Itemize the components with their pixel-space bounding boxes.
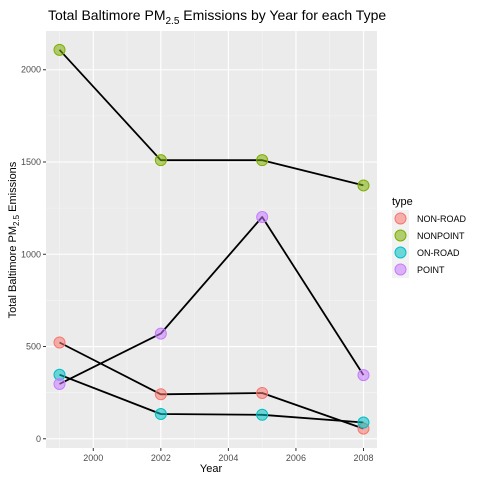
- data-point: [154, 154, 167, 167]
- data-point: [154, 327, 167, 340]
- data-point: [256, 210, 269, 223]
- x-axis: 2000 2002 2004 2006 2008: [83, 448, 374, 463]
- data-point: [53, 43, 66, 56]
- data-point: [256, 154, 269, 167]
- chart-title-rest: Emissions by Year for each Type: [179, 7, 386, 23]
- chart-title: Total Baltimore PM2.5 Emissions by Year …: [48, 7, 386, 27]
- legend-key-point: [394, 229, 407, 242]
- data-point: [357, 369, 370, 382]
- y-axis-title-rest: Emissions: [7, 161, 19, 215]
- minor-gridlines: [46, 31, 377, 448]
- series-line: [59, 341, 364, 430]
- data-point: [53, 377, 66, 390]
- series-lines: [58, 49, 365, 430]
- series-points: [53, 43, 370, 435]
- data-point: [256, 408, 269, 421]
- legend-label: NON-ROAD: [417, 214, 466, 224]
- x-tick-label: 2002: [151, 453, 171, 463]
- y-axis: 0 500 1000 1500 2000: [21, 65, 46, 444]
- chart-title-main: Total Baltimore PM: [48, 7, 165, 23]
- chart-title-subscript: 2.5: [165, 16, 179, 27]
- data-point: [256, 387, 269, 400]
- legend-title: type: [392, 196, 413, 208]
- y-tick-label: 2000: [21, 65, 41, 75]
- data-point: [53, 336, 66, 349]
- legend: type NON-ROAD NONPOINT ON-ROAD POINT: [392, 196, 466, 278]
- series-line: [58, 49, 364, 187]
- legend-key-point: [394, 246, 407, 259]
- y-tick-label: 1500: [21, 157, 41, 167]
- data-point: [357, 179, 370, 192]
- series-line: [59, 216, 365, 385]
- y-axis-title: Total Baltimore PM2.5 Emissions: [7, 161, 21, 318]
- legend-label: ON-ROAD: [417, 248, 460, 258]
- y-tick-label: 1000: [21, 249, 41, 259]
- x-tick-label: 2000: [83, 453, 103, 463]
- x-tick-label: 2004: [218, 453, 238, 463]
- data-point: [357, 416, 370, 429]
- plot-panel: [46, 31, 377, 448]
- y-tick-label: 500: [26, 342, 41, 352]
- y-tick-label: 0: [36, 434, 41, 444]
- legend-key-point: [394, 212, 407, 225]
- legend-label: POINT: [417, 265, 445, 275]
- data-point: [154, 408, 167, 421]
- legend-key-point: [394, 263, 407, 276]
- legend-label: NONPOINT: [417, 231, 465, 241]
- series-line: [59, 373, 364, 424]
- x-tick-label: 2008: [353, 453, 373, 463]
- x-axis-title: Year: [200, 463, 223, 475]
- y-axis-title-main: Total Baltimore PM: [7, 226, 19, 318]
- y-axis-title-subscript: 2.5: [12, 214, 21, 226]
- plot-panel-background: [46, 31, 377, 448]
- data-point: [154, 388, 167, 401]
- x-tick-label: 2006: [286, 453, 306, 463]
